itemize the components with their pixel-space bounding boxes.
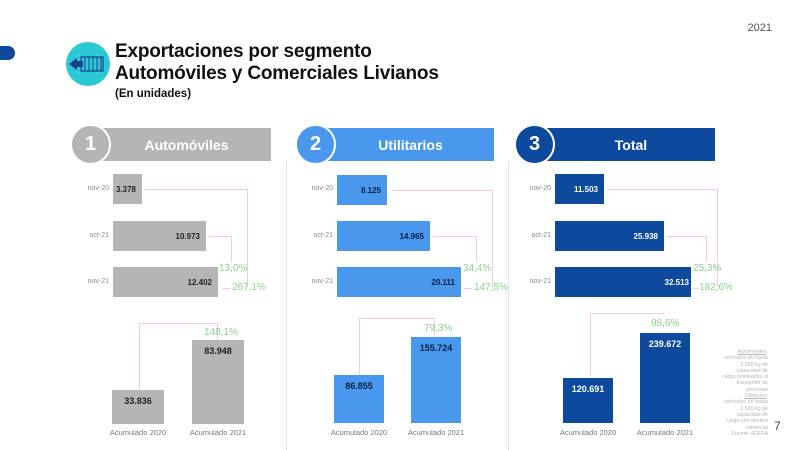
title-line-1: Exportaciones por segmento — [115, 41, 372, 62]
panel-title: Automóviles — [144, 136, 229, 153]
row-label: nov-21 — [87, 278, 109, 285]
bar-nov-21: 20.111 — [337, 267, 461, 297]
row-label: oct-21 — [313, 232, 333, 239]
title-line-2: Automóviles y Comerciales Livianos — [115, 63, 439, 84]
bar-oct-21: 25.938 — [555, 221, 664, 251]
pct-year-change: 267,1% — [232, 282, 266, 293]
footnote-term-automoviles: Automóviles — [737, 349, 767, 355]
bar-nov-20: 8.125 — [337, 175, 387, 205]
bar-nov-21: 32.513 — [555, 267, 691, 297]
truck-container-export-icon — [66, 42, 110, 86]
connector-line — [667, 236, 707, 262]
bar-nov-20: 11.503 — [555, 174, 604, 204]
footnote-source: Fuente: ADEFA — [731, 430, 768, 437]
pct-month-change: 34,4% — [463, 263, 492, 274]
panel-number-badge: 2 — [295, 124, 336, 165]
year-label: 2021 — [747, 22, 772, 34]
category-label: Acumulado 2021 — [189, 428, 247, 437]
bar-acumulado-2020: 86.855 — [334, 375, 384, 423]
connector-line — [433, 236, 477, 262]
bar-acumulado-2021: 83.948 — [192, 340, 244, 424]
panel-number-badge: 1 — [70, 124, 111, 165]
bar-oct-21: 10.973 — [113, 221, 206, 251]
connector-line — [209, 236, 232, 262]
category-label: Acumulado 2020 — [109, 428, 167, 437]
pct-year-change: 147,5% — [474, 282, 508, 293]
category-label: Acumulado 2020 — [330, 428, 388, 437]
row-label: oct-21 — [89, 232, 109, 239]
bar-oct-21: 14.965 — [337, 221, 430, 251]
category-label: Acumulado 2021 — [407, 428, 465, 437]
connector-line — [464, 288, 472, 289]
connector-line — [693, 288, 699, 289]
row-label: nov-21 — [311, 278, 333, 285]
category-label: Acumulado 2021 — [636, 428, 694, 437]
connector-line — [607, 189, 718, 287]
pct-accumulated-change: 98,6% — [651, 318, 680, 329]
pct-accumulated-change: 79,3% — [424, 323, 453, 334]
row-label: oct-21 — [531, 232, 551, 239]
edge-tab — [0, 46, 15, 60]
row-label: nov-20 — [311, 185, 333, 192]
bar-acumulado-2021: 239.672 — [640, 333, 690, 423]
bar-acumulado-2020: 33.836 — [112, 390, 164, 424]
pct-accumulated-change: 148,1% — [204, 327, 238, 338]
panel-number-badge: 3 — [514, 124, 555, 165]
bar-nov-20: 3.378 — [113, 174, 142, 204]
panel-title-bar: Utilitarios — [315, 128, 494, 161]
connector-line — [222, 288, 230, 289]
panel-title: Total — [614, 136, 648, 153]
bar-nov-21: 12.402 — [113, 267, 218, 297]
footnote-definition: : vehículos de hasta 1.500 kg de capacid… — [723, 393, 768, 431]
footnote-term-utilitarios: Utilitarios — [744, 393, 767, 400]
panel-title: Utilitarios — [378, 136, 443, 153]
footnote-definition: : vehículos de hasta 1.500 kg de capacid… — [722, 349, 768, 393]
pct-year-change: 182,6% — [699, 282, 733, 293]
row-label: nov-20 — [529, 185, 551, 192]
category-label: Acumulado 2020 — [559, 428, 617, 437]
pct-month-change: 13,0% — [219, 263, 248, 274]
panel-divider — [508, 160, 509, 450]
panel-divider — [286, 160, 287, 450]
footnote: Automóviles: vehículos de hasta 1.500 kg… — [722, 349, 768, 437]
row-label: nov-20 — [87, 185, 109, 192]
connector-line — [391, 190, 493, 287]
page-number: 7 — [774, 419, 781, 433]
page-title: Exportaciones por segmento Automóviles y… — [115, 41, 439, 85]
row-label: nov-21 — [529, 278, 551, 285]
panel-title-bar: Total — [535, 128, 715, 161]
bar-acumulado-2020: 120.691 — [563, 378, 613, 423]
panel-title-bar: Automóviles — [90, 128, 271, 161]
bar-acumulado-2021: 155.724 — [411, 337, 461, 423]
page-subtitle: (En unidades) — [115, 88, 192, 100]
pct-month-change: 25,3% — [693, 263, 722, 274]
connector-line — [590, 313, 664, 376]
connector-line — [145, 189, 248, 287]
